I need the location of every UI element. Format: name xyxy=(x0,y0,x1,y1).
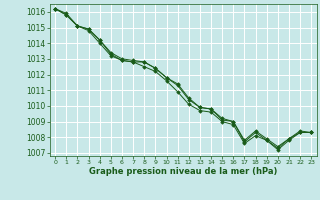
X-axis label: Graphe pression niveau de la mer (hPa): Graphe pression niveau de la mer (hPa) xyxy=(89,167,277,176)
